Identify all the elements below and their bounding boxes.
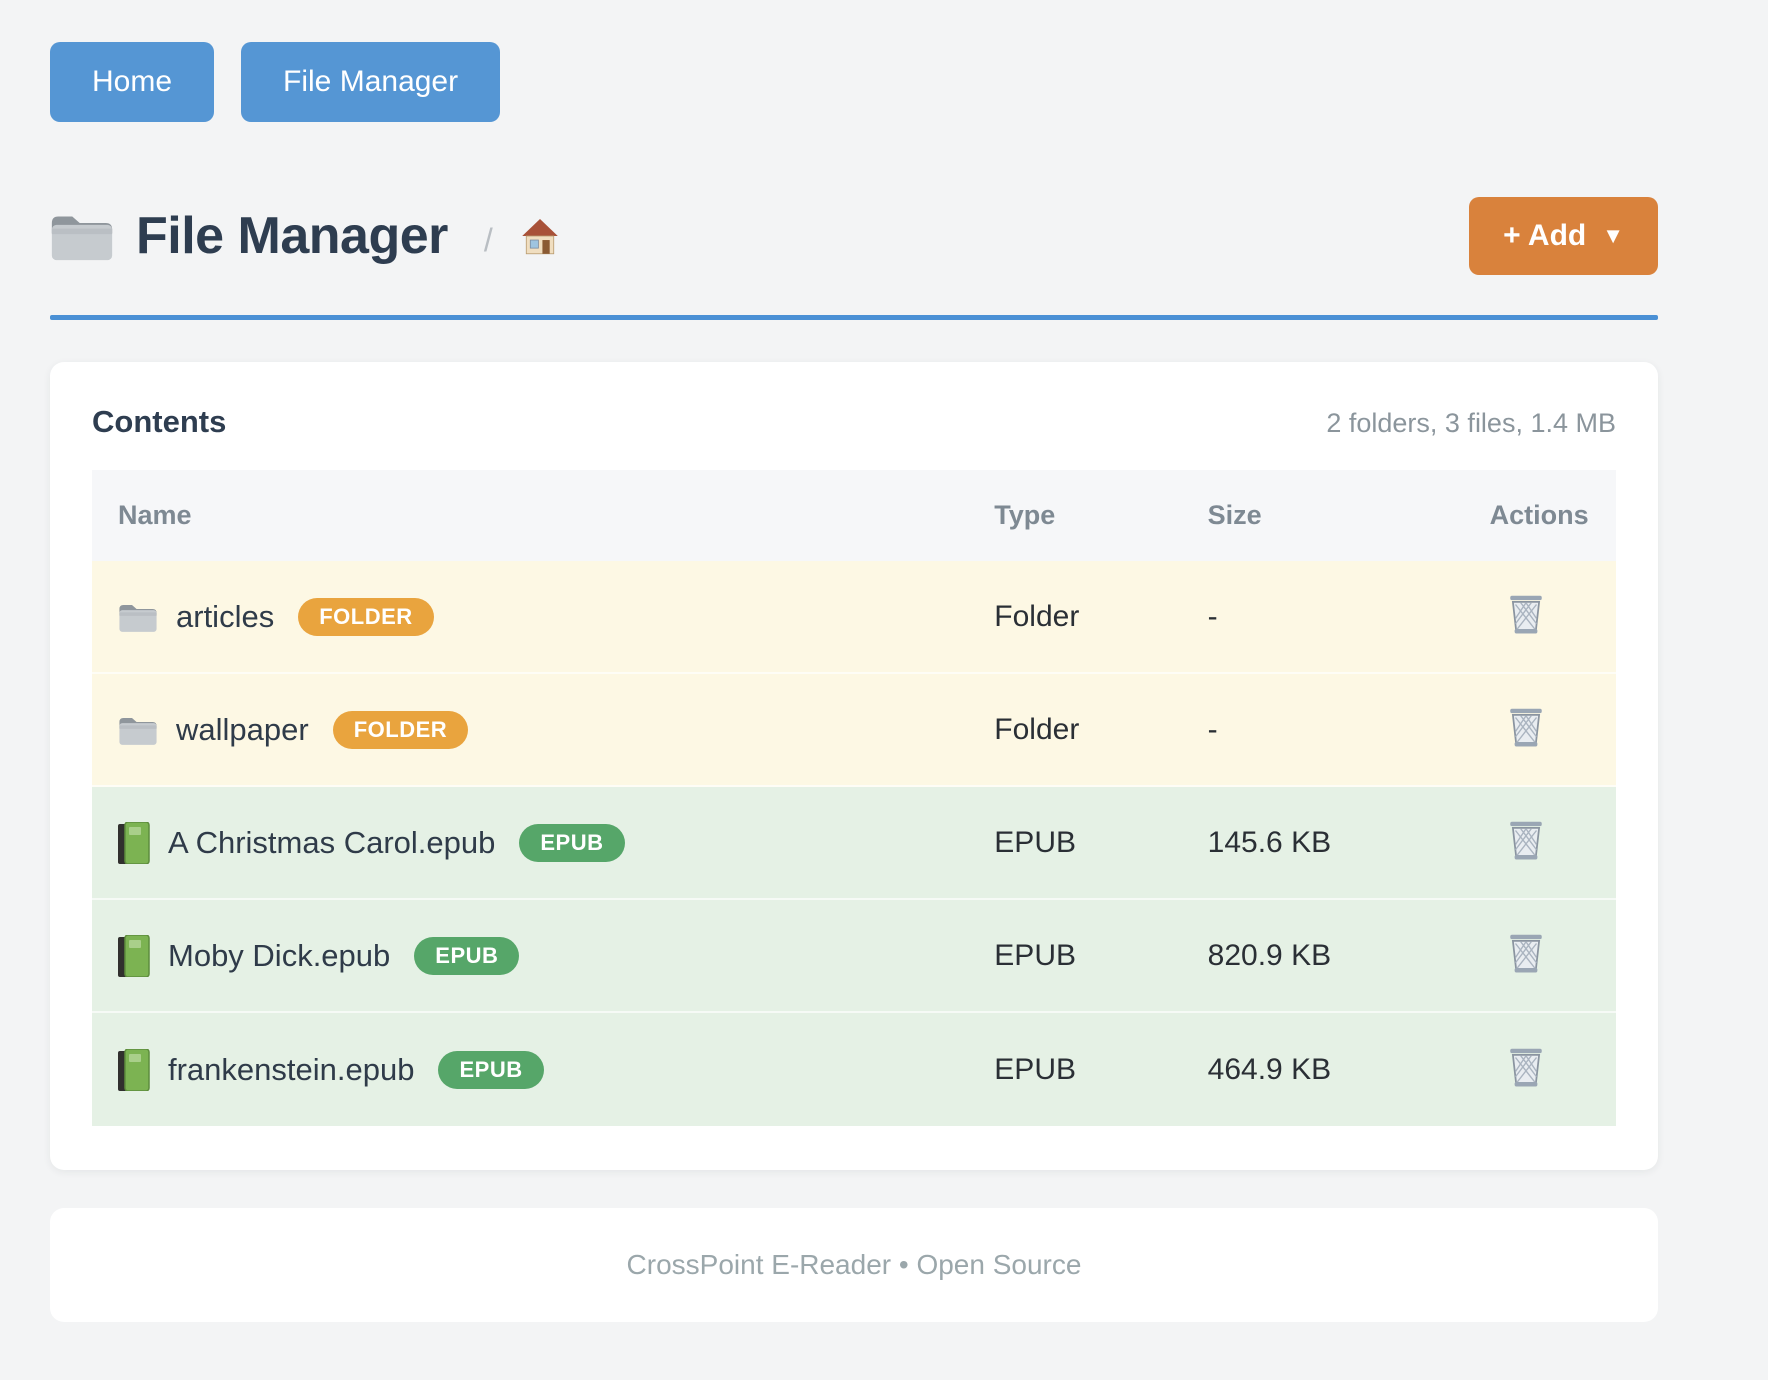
contents-summary: 2 folders, 3 files, 1.4 MB xyxy=(1326,408,1616,438)
breadcrumb-separator: / xyxy=(483,221,493,258)
column-header-size: Size xyxy=(1207,500,1262,530)
file-type: Folder xyxy=(994,712,1080,746)
table-row: frankenstein.epub EPUB EPUB 464.9 KB xyxy=(92,1013,1616,1126)
file-type: EPUB xyxy=(994,938,1076,972)
file-manager-button[interactable]: File Manager xyxy=(241,42,501,122)
column-header-type: Type xyxy=(994,500,1056,530)
file-name-link[interactable]: frankenstein.epub xyxy=(168,1051,415,1087)
column-header-actions: Actions xyxy=(1489,500,1589,530)
table-row: wallpaper FOLDER Folder - xyxy=(92,674,1616,787)
file-name-link[interactable]: articles xyxy=(176,598,275,634)
file-name-link[interactable]: Moby Dick.epub xyxy=(168,937,391,973)
book-icon xyxy=(118,934,150,977)
table-header-row: Name Type Size Actions xyxy=(92,470,1616,561)
page: Home File Manager File Manager / + Add ▼… xyxy=(50,0,1658,1322)
page-header: File Manager / + Add ▼ xyxy=(50,197,1658,275)
footer: CrossPoint E-Reader • Open Source xyxy=(50,1208,1658,1322)
title-divider xyxy=(50,315,1658,320)
file-type: EPUB xyxy=(994,825,1076,859)
file-name-link[interactable]: A Christmas Carol.epub xyxy=(168,824,496,860)
file-type: Folder xyxy=(994,599,1080,633)
table-row: Moby Dick.epub EPUB EPUB 820.9 KB xyxy=(92,900,1616,1013)
book-icon xyxy=(118,821,150,864)
add-button-label: + Add xyxy=(1503,219,1587,252)
file-type: EPUB xyxy=(994,1052,1076,1086)
folder-icon xyxy=(118,714,158,746)
contents-heading: Contents xyxy=(92,404,227,439)
top-nav: Home File Manager xyxy=(50,42,1658,122)
footer-text: CrossPoint E-Reader • Open Source xyxy=(626,1249,1082,1280)
file-size: - xyxy=(1207,599,1218,633)
delete-button[interactable] xyxy=(1504,929,1548,982)
column-header-name: Name xyxy=(118,500,192,530)
add-button[interactable]: + Add ▼ xyxy=(1469,197,1658,275)
table-row: articles FOLDER Folder - xyxy=(92,561,1616,674)
folder-icon xyxy=(50,210,114,262)
epub-badge: EPUB xyxy=(414,936,520,975)
trash-icon xyxy=(1508,707,1544,752)
epub-badge: EPUB xyxy=(519,823,625,862)
chevron-down-icon: ▼ xyxy=(1602,223,1624,248)
page-title: File Manager xyxy=(136,207,448,265)
trash-icon xyxy=(1508,820,1544,865)
trash-icon xyxy=(1508,1047,1544,1092)
book-icon xyxy=(118,1048,150,1091)
file-size: 820.9 KB xyxy=(1207,938,1332,972)
delete-button[interactable] xyxy=(1504,703,1548,756)
trash-icon xyxy=(1508,594,1544,639)
epub-badge: EPUB xyxy=(438,1050,544,1089)
file-size: 464.9 KB xyxy=(1207,1052,1332,1086)
file-name-link[interactable]: wallpaper xyxy=(176,711,309,747)
delete-button[interactable] xyxy=(1504,590,1548,643)
folder-badge: FOLDER xyxy=(298,597,434,636)
trash-icon xyxy=(1508,933,1544,978)
folder-icon xyxy=(118,601,158,633)
home-button[interactable]: Home xyxy=(50,42,215,122)
file-table: Name Type Size Actions articles FOLDER F… xyxy=(92,470,1616,1126)
file-size: - xyxy=(1207,712,1218,746)
contents-card: Contents 2 folders, 3 files, 1.4 MB Name… xyxy=(50,362,1658,1170)
delete-button[interactable] xyxy=(1504,1043,1548,1096)
table-row: A Christmas Carol.epub EPUB EPUB 145.6 K… xyxy=(92,787,1616,900)
home-icon[interactable] xyxy=(519,215,561,257)
file-size: 145.6 KB xyxy=(1207,825,1332,859)
delete-button[interactable] xyxy=(1504,816,1548,869)
folder-badge: FOLDER xyxy=(332,710,469,749)
